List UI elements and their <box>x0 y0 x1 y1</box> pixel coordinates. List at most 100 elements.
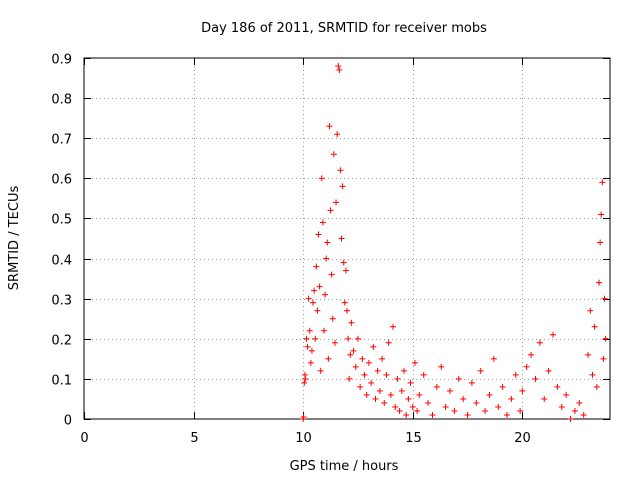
data-point <box>482 407 489 414</box>
data-point <box>338 235 345 242</box>
data-point <box>336 67 343 74</box>
data-point <box>387 391 394 398</box>
data-point <box>385 339 392 346</box>
y-tick-label: 0 <box>64 414 72 429</box>
data-point <box>354 335 361 342</box>
data-point <box>451 407 458 414</box>
data-point <box>313 263 320 270</box>
data-point <box>460 395 467 402</box>
data-point <box>344 307 350 314</box>
data-point <box>330 151 337 158</box>
data-point <box>447 387 454 394</box>
data-point <box>363 391 370 398</box>
data-point <box>517 407 524 414</box>
x-tick-label: 15 <box>405 431 422 446</box>
data-point <box>310 299 317 306</box>
y-tick-label: 0.1 <box>51 374 72 389</box>
data-point <box>352 363 359 370</box>
x-tick-label: 5 <box>190 431 198 446</box>
data-point <box>317 367 324 374</box>
data-point <box>315 231 322 238</box>
data-point <box>326 123 333 130</box>
data-point <box>536 339 543 346</box>
data-point <box>512 371 519 378</box>
data-point <box>394 375 401 382</box>
data-point <box>523 363 530 370</box>
data-point <box>328 271 335 278</box>
data-point <box>400 367 407 374</box>
data-point <box>596 279 603 286</box>
data-point <box>307 359 314 366</box>
data-point <box>416 391 423 398</box>
data-point <box>455 375 462 382</box>
data-point <box>350 347 357 354</box>
data-point <box>598 211 605 218</box>
y-tick-label: 0.4 <box>51 254 72 269</box>
data-point <box>334 131 341 138</box>
data-point <box>442 403 449 410</box>
data-point <box>429 411 436 418</box>
data-point <box>381 399 388 406</box>
y-axis-label: SRMTID / TECUs <box>7 186 22 291</box>
data-point <box>348 319 355 326</box>
data-point <box>314 307 321 314</box>
data-point <box>528 351 535 358</box>
data-point <box>438 363 445 370</box>
data-point <box>486 391 493 398</box>
data-point <box>563 391 570 398</box>
data-point <box>365 359 372 366</box>
data-point <box>490 355 497 362</box>
data-point <box>591 323 598 330</box>
data-point <box>301 379 308 386</box>
y-tick-label: 0.9 <box>51 53 72 68</box>
y-tick-label: 0.6 <box>51 173 72 188</box>
data-point <box>398 387 405 394</box>
data-point <box>383 371 390 378</box>
data-point <box>370 343 377 350</box>
y-axis: 0 0.1 0.2 0.3 0.4 0.5 0.6 0.7 0.8 0.9 <box>51 53 610 429</box>
data-point <box>477 367 484 374</box>
data-point <box>374 367 381 374</box>
data-point <box>345 335 352 342</box>
data-points <box>300 63 609 422</box>
plot-area-frame <box>83 57 611 420</box>
data-point <box>305 295 312 302</box>
chart-title: Day 186 of 2011, SRMTID for receiver mob… <box>201 21 487 36</box>
data-point <box>304 343 311 350</box>
x-tick-label: 20 <box>514 431 531 446</box>
data-point <box>601 295 608 302</box>
data-point <box>337 167 344 174</box>
data-point <box>576 399 583 406</box>
data-point <box>587 307 594 314</box>
data-point <box>327 207 334 214</box>
data-point <box>357 383 364 390</box>
data-point <box>600 355 607 362</box>
data-point <box>320 327 327 334</box>
data-point <box>335 63 342 70</box>
data-point <box>503 411 510 418</box>
data-point <box>318 175 325 182</box>
data-point <box>567 416 574 422</box>
data-point <box>593 383 600 390</box>
data-point <box>409 403 416 410</box>
y-tick-label: 0.8 <box>51 93 72 108</box>
data-point <box>339 183 346 190</box>
data-point <box>346 375 353 382</box>
data-point <box>331 339 338 346</box>
data-point <box>464 411 471 418</box>
data-point <box>392 403 399 410</box>
data-point <box>403 411 410 418</box>
data-point <box>312 335 319 342</box>
x-axis: 0 5 10 15 20 <box>80 58 531 446</box>
data-point <box>319 219 326 226</box>
data-point <box>585 351 592 358</box>
data-point <box>558 403 565 410</box>
data-point <box>495 403 502 410</box>
x-tick-label: 10 <box>295 431 312 446</box>
data-point <box>589 371 596 378</box>
data-point <box>532 375 539 382</box>
data-point <box>347 351 354 358</box>
data-point <box>554 383 561 390</box>
data-point <box>545 367 552 374</box>
